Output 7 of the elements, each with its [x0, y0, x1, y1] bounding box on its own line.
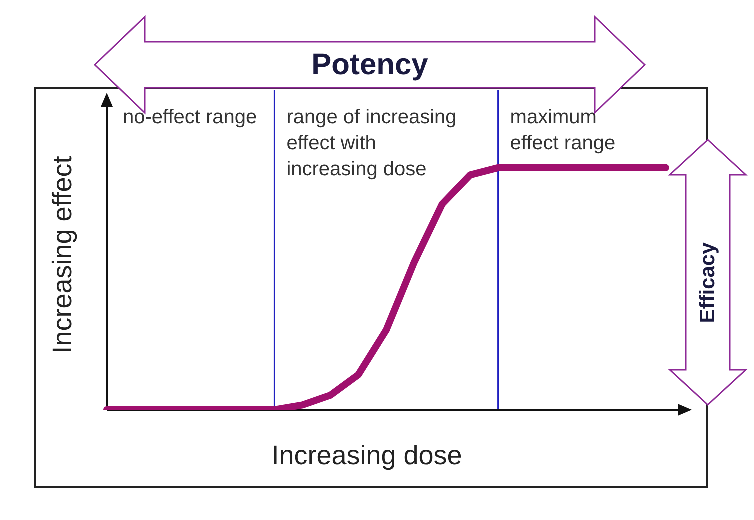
text: Potency — [312, 48, 429, 82]
text: Efficacy — [696, 242, 720, 324]
x-axis-title: Increasing dose — [272, 440, 462, 470]
text: maximum effect range — [510, 106, 616, 155]
text: no-effect range — [123, 106, 258, 129]
y-axis-title: Increasing effect — [47, 156, 78, 354]
annotation: range of increasing effect with increasing dose — [286, 106, 457, 181]
